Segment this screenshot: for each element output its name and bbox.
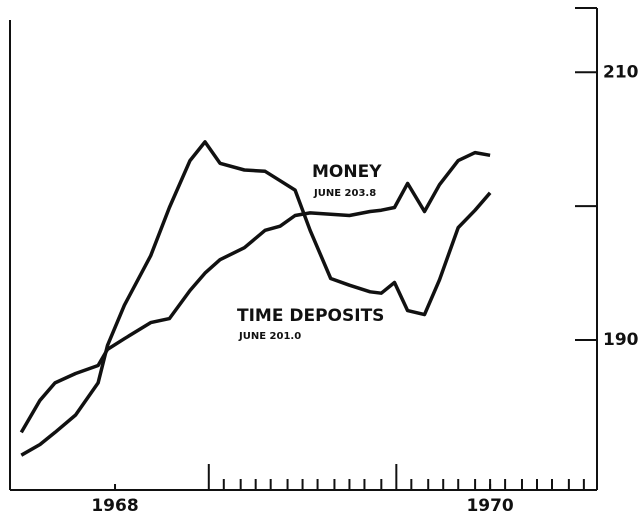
series-label: TIME DEPOSITS (237, 306, 384, 326)
series-line (20, 140, 492, 457)
x-tick-label: 1970 (466, 496, 513, 516)
series-label: MONEY (312, 162, 382, 182)
x-tick-label: 1968 (91, 496, 138, 516)
y-tick-label: 190 (603, 330, 639, 350)
annotation: JUNE 203.8 (313, 188, 376, 199)
annotation: JUNE 201.0 (238, 331, 301, 342)
y-tick-label: 210 (603, 62, 639, 82)
